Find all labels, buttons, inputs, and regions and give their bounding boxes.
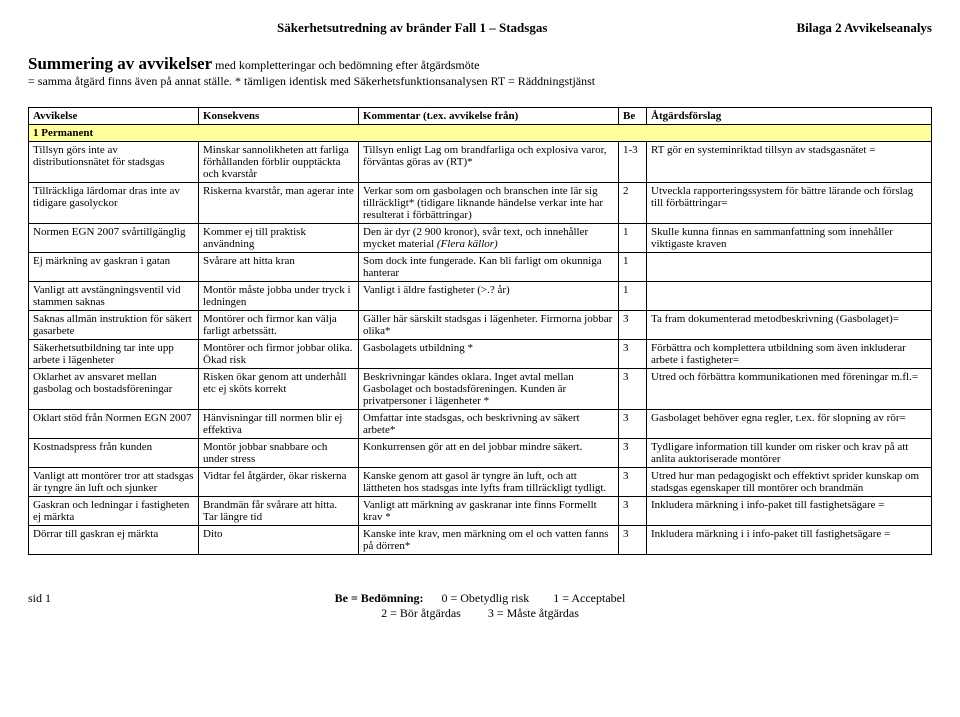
cell-avvikelse: Oklarhet av ansvaret mellan gasbolag och… <box>29 369 199 410</box>
cell-be: 1-3 <box>619 142 647 183</box>
cell-atgard <box>647 282 932 311</box>
col-avvikelse: Avvikelse <box>29 108 199 125</box>
cell-kommentar: Tillsyn enligt Lag om brandfarliga och e… <box>359 142 619 183</box>
table-row: Säkerhetsutbildning tar inte upp arbete … <box>29 340 932 369</box>
cell-avvikelse: Normen EGN 2007 svårtillgänglig <box>29 224 199 253</box>
cell-kommentar: Vanligt i äldre fastigheter (>.? år) <box>359 282 619 311</box>
cell-be: 2 <box>619 183 647 224</box>
header-title-left: Säkerhetsutredning av bränder Fall 1 – S… <box>28 20 796 36</box>
cell-konsekvens: Brandmän får svårare att hitta. Tar läng… <box>199 497 359 526</box>
cell-konsekvens: Montörer och firmor kan välja farligt ar… <box>199 311 359 340</box>
cell-atgard: Ta fram dokumenterad metodbeskrivning (G… <box>647 311 932 340</box>
cell-atgard: Utred och förbättra kommunikationen med … <box>647 369 932 410</box>
title-block: Summering av avvikelser med kompletterin… <box>28 54 932 89</box>
footer-legend-label: Be = Bedömning: <box>335 591 424 605</box>
cell-avvikelse: Vanligt att avstängningsventil vid stamm… <box>29 282 199 311</box>
cell-kommentar: Gäller här särskilt stadsgas i lägenhete… <box>359 311 619 340</box>
cell-atgard: Förbättra och komplettera utbildning som… <box>647 340 932 369</box>
cell-be: 3 <box>619 369 647 410</box>
table-row: Vanligt att avstängningsventil vid stamm… <box>29 282 932 311</box>
title-main: Summering av avvikelser <box>28 54 212 73</box>
title-notes: = samma åtgärd finns även på annat ställ… <box>28 74 932 89</box>
cell-atgard: Utveckla rapporteringssystem för bättre … <box>647 183 932 224</box>
cell-konsekvens: Hänvisningar till normen blir ej effekti… <box>199 410 359 439</box>
cell-avvikelse: Saknas allmän instruktion för säkert gas… <box>29 311 199 340</box>
col-be: Be <box>619 108 647 125</box>
deviation-table: Avvikelse Konsekvens Kommentar (t.ex. av… <box>28 107 932 555</box>
cell-kommentar: Kanske inte krav, men märkning om el och… <box>359 526 619 555</box>
cell-be: 3 <box>619 468 647 497</box>
cell-atgard: Skulle kunna finnas en sammanfattning so… <box>647 224 932 253</box>
cell-konsekvens: Montör jobbar snabbare och under stress <box>199 439 359 468</box>
cell-kommentar: Som dock inte fungerade. Kan bli farligt… <box>359 253 619 282</box>
table-row: Dörrar till gaskran ej märktaDitoKanske … <box>29 526 932 555</box>
table-row: Vanligt att montörer tror att stadsgas ä… <box>29 468 932 497</box>
table-row: Gaskran och ledningar i fastigheten ej m… <box>29 497 932 526</box>
cell-konsekvens: Montörer och firmor jobbar olika. Ökad r… <box>199 340 359 369</box>
col-kommentar: Kommentar (t.ex. avvikelse från) <box>359 108 619 125</box>
cell-avvikelse: Oklart stöd från Normen EGN 2007 <box>29 410 199 439</box>
cell-konsekvens: Montör måste jobba under tryck i ledning… <box>199 282 359 311</box>
cell-konsekvens: Vidtar fel åtgärder, ökar riskerna <box>199 468 359 497</box>
cell-kommentar: Konkurrensen gör att en del jobbar mindr… <box>359 439 619 468</box>
cell-be: 1 <box>619 224 647 253</box>
section-label: 1 Permanent <box>29 125 932 142</box>
cell-avvikelse: Säkerhetsutbildning tar inte upp arbete … <box>29 340 199 369</box>
cell-atgard: RT gör en systeminriktad tillsyn av stad… <box>647 142 932 183</box>
table-row: Oklart stöd från Normen EGN 2007Hänvisni… <box>29 410 932 439</box>
header-title-right: Bilaga 2 Avvikelseanalys <box>796 20 932 36</box>
table-row: Saknas allmän instruktion för säkert gas… <box>29 311 932 340</box>
cell-konsekvens: Svårare att hitta kran <box>199 253 359 282</box>
col-konsekvens: Konsekvens <box>199 108 359 125</box>
cell-kommentar: Vanligt att märkning av gaskranar inte f… <box>359 497 619 526</box>
title-sub: med kompletteringar och bedömning efter … <box>215 58 479 72</box>
cell-be: 1 <box>619 253 647 282</box>
cell-be: 3 <box>619 340 647 369</box>
cell-avvikelse: Tillräckliga lärdomar dras inte av tidig… <box>29 183 199 224</box>
cell-kommentar: Beskrivningar kändes oklara. Inget avtal… <box>359 369 619 410</box>
cell-be: 1 <box>619 282 647 311</box>
cell-kommentar: Kanske genom att gasol är tyngre än luft… <box>359 468 619 497</box>
cell-be: 3 <box>619 497 647 526</box>
table-row: Ej märkning av gaskran i gatanSvårare at… <box>29 253 932 282</box>
cell-atgard: Gasbolaget behöver egna regler, t.ex. fö… <box>647 410 932 439</box>
cell-avvikelse: Kostnadspress från kunden <box>29 439 199 468</box>
cell-atgard: Inkludera märkning i info-paket till fas… <box>647 497 932 526</box>
footer-page-number: sid 1 <box>28 591 168 621</box>
table-row: Normen EGN 2007 svårtillgängligKommer ej… <box>29 224 932 253</box>
cell-avvikelse: Gaskran och ledningar i fastigheten ej m… <box>29 497 199 526</box>
cell-avvikelse: Tillsyn görs inte av distributionsnätet … <box>29 142 199 183</box>
table-row: Tillräckliga lärdomar dras inte av tidig… <box>29 183 932 224</box>
cell-be: 3 <box>619 410 647 439</box>
table-row: Tillsyn görs inte av distributionsnätet … <box>29 142 932 183</box>
page-footer: sid 1 Be = Bedömning: 0 = Obetydlig risk… <box>28 591 932 621</box>
cell-konsekvens: Risken ökar genom att underhåll etc ej s… <box>199 369 359 410</box>
cell-avvikelse: Vanligt att montörer tror att stadsgas ä… <box>29 468 199 497</box>
section-row: 1 Permanent <box>29 125 932 142</box>
cell-konsekvens: Dito <box>199 526 359 555</box>
cell-kommentar: Gasbolagets utbildning * <box>359 340 619 369</box>
cell-kommentar: Den är dyr (2 900 kronor), svår text, oc… <box>359 224 619 253</box>
footer-legend: Be = Bedömning: 0 = Obetydlig risk 1 = A… <box>168 591 792 621</box>
cell-atgard: Inkludera märkning i i info-paket till f… <box>647 526 932 555</box>
cell-atgard: Utred hur man pedagogiskt och effektivt … <box>647 468 932 497</box>
table-row: Oklarhet av ansvaret mellan gasbolag och… <box>29 369 932 410</box>
cell-konsekvens: Minskar sannolikheten att farliga förhål… <box>199 142 359 183</box>
col-atgard: Åtgärdsförslag <box>647 108 932 125</box>
table-header-row: Avvikelse Konsekvens Kommentar (t.ex. av… <box>29 108 932 125</box>
table-row: Kostnadspress från kundenMontör jobbar s… <box>29 439 932 468</box>
cell-avvikelse: Dörrar till gaskran ej märkta <box>29 526 199 555</box>
cell-konsekvens: Kommer ej till praktisk användning <box>199 224 359 253</box>
page-header: Säkerhetsutredning av bränder Fall 1 – S… <box>28 20 932 36</box>
cell-be: 3 <box>619 526 647 555</box>
cell-atgard <box>647 253 932 282</box>
cell-be: 3 <box>619 311 647 340</box>
cell-be: 3 <box>619 439 647 468</box>
cell-atgard: Tydligare information till kunder om ris… <box>647 439 932 468</box>
footer-spacer <box>792 591 932 621</box>
cell-avvikelse: Ej märkning av gaskran i gatan <box>29 253 199 282</box>
cell-konsekvens: Riskerna kvarstår, man agerar inte <box>199 183 359 224</box>
cell-kommentar: Omfattar inte stadsgas, och beskrivning … <box>359 410 619 439</box>
cell-kommentar: Verkar som om gasbolagen och branschen i… <box>359 183 619 224</box>
